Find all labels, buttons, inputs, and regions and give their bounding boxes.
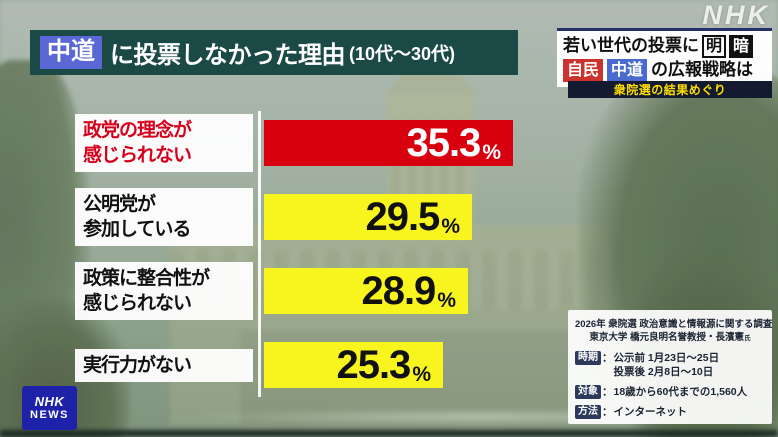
chart-row-3: 政策に整合性が 感じられない 28.9 %	[75, 262, 525, 320]
chart-row-4: 実行力がない 25.3 %	[75, 336, 525, 394]
bar-1-unit: %	[482, 140, 501, 164]
headline-chudo-chip: 中道	[607, 58, 648, 82]
nhk-news-logo-nhk: NHK	[34, 393, 65, 409]
bar-3-unit: %	[437, 288, 456, 312]
bar-label-2: 公明党が 参加している	[75, 188, 253, 246]
survey-row-method: 方法 ： インターネット	[575, 405, 765, 419]
bar-label-1: 政党の理念が 感じられない	[75, 114, 253, 172]
nhk-news-logo: NHK NEWS	[22, 386, 77, 430]
survey-title: 2026年 衆院選 政治意識と情報源に関する調査	[575, 319, 773, 330]
survey-period-line2: 投票後 2月8日〜10日	[613, 366, 714, 378]
survey-period-chip: 時期	[575, 351, 601, 365]
survey-info-box: 2026年 衆院選 政治意識と情報源に関する調査 東京大学 橋元良明名誉教授・長…	[568, 310, 772, 424]
headline-line-2: 自民 中道 の広報戦略は	[563, 58, 766, 82]
bar-1-value: 35.3	[406, 121, 481, 165]
survey-authors: 東京大学 橋元良明名誉教授・長濱憲氏	[589, 332, 751, 343]
bar-3-value: 28.9	[361, 269, 436, 313]
chart-title-text: に投票しなかった理由	[110, 42, 346, 69]
survey-row-period: 時期 ： 公示前 1月23日〜25日 投票後 2月8日〜10日	[575, 351, 765, 379]
survey-method-chip: 方法	[575, 405, 601, 419]
headline-mei-box: 明	[702, 34, 727, 58]
chart-title-age-range: (10代〜30代)	[349, 43, 456, 64]
bar-2-value: 29.5	[365, 195, 440, 239]
chart-axis-line	[258, 111, 261, 397]
headline-jimin-chip: 自民	[563, 58, 604, 82]
bar-2: 29.5 %	[264, 194, 472, 240]
survey-target-chip: 対象	[575, 385, 601, 399]
headline-box: 若い世代の投票に 明 暗 自民 中道 の広報戦略は	[557, 28, 772, 87]
background-bottom-band	[0, 430, 778, 437]
bar-4-unit: %	[412, 362, 431, 386]
headline-line2-text: の広報戦略は	[651, 60, 754, 79]
survey-method-value: インターネット	[613, 406, 688, 418]
chart-title-bar: 中道 に投票しなかった理由 (10代〜30代)	[30, 30, 518, 75]
nhk-logo-watermark: NHK	[702, 0, 770, 30]
title-highlight-chip: 中道	[40, 36, 102, 69]
chart-row-2: 公明党が 参加している 29.5 %	[75, 188, 525, 246]
headline-subbar: 衆院選の結果めぐり	[568, 81, 772, 98]
bar-label-4: 実行力がない	[75, 348, 253, 382]
chart-row-1: 政党の理念が 感じられない 35.3 %	[75, 114, 525, 172]
bar-2-unit: %	[441, 214, 460, 238]
nhk-news-logo-news: NEWS	[30, 408, 69, 421]
headline-an-box: 暗	[729, 34, 754, 58]
headline-subbar-text: 衆院選の結果めぐり	[613, 83, 727, 97]
survey-target-value: 18歳から60代までの1,560人	[613, 386, 748, 398]
bar-3: 28.9 %	[264, 268, 468, 314]
bar-label-3: 政策に整合性が 感じられない	[75, 262, 253, 320]
bar-4-value: 25.3	[336, 343, 411, 387]
bar-1: 35.3 %	[264, 120, 513, 166]
headline-line-1: 若い世代の投票に 明 暗	[563, 34, 766, 58]
survey-authors-honorific: 氏	[744, 335, 751, 342]
bar-4: 25.3 %	[264, 342, 443, 388]
headline-line1-text: 若い世代の投票に	[563, 36, 699, 55]
survey-period-line1: 公示前 1月23日〜25日	[613, 352, 720, 364]
survey-row-target: 対象 ： 18歳から60代までの1,560人	[575, 385, 765, 399]
